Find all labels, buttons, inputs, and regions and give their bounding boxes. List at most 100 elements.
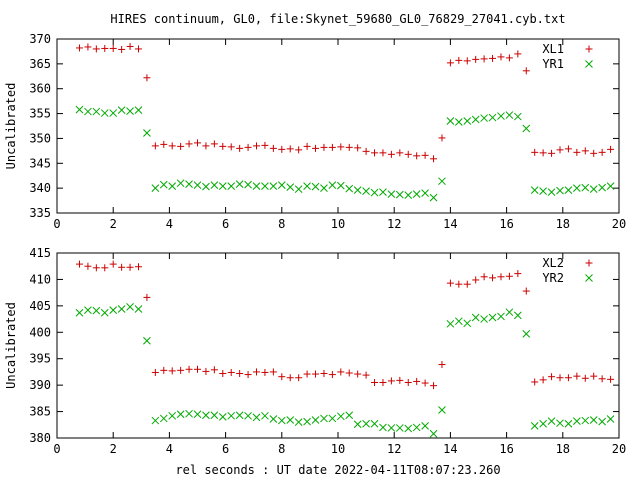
data-point bbox=[556, 419, 564, 428]
data-point bbox=[438, 134, 446, 142]
data-point bbox=[488, 313, 497, 322]
data-point bbox=[143, 74, 151, 82]
data-point bbox=[151, 184, 160, 192]
data-point bbox=[75, 44, 83, 52]
data-point bbox=[84, 107, 92, 116]
x-tick-label: 6 bbox=[222, 217, 229, 231]
data-point bbox=[303, 142, 311, 150]
data-point bbox=[193, 410, 202, 419]
data-point bbox=[539, 187, 547, 195]
data-point bbox=[598, 375, 606, 383]
data-point bbox=[303, 370, 311, 378]
data-point bbox=[337, 143, 345, 151]
data-point bbox=[412, 423, 421, 432]
data-point bbox=[109, 260, 117, 268]
data-point bbox=[581, 416, 590, 425]
data-point bbox=[404, 191, 413, 199]
data-point bbox=[548, 373, 556, 381]
data-point bbox=[261, 182, 269, 191]
data-point bbox=[117, 305, 126, 313]
data-point bbox=[522, 67, 530, 75]
data-point bbox=[328, 414, 337, 423]
data-point bbox=[513, 311, 522, 320]
data-point bbox=[471, 115, 480, 124]
data-point bbox=[429, 429, 438, 438]
x-tick-label: 2 bbox=[110, 442, 117, 456]
data-point bbox=[345, 143, 353, 151]
data-point bbox=[429, 193, 438, 202]
x-tick-label: 10 bbox=[331, 217, 345, 231]
data-point bbox=[295, 374, 303, 382]
data-point bbox=[194, 365, 201, 373]
data-point bbox=[269, 415, 278, 423]
data-point bbox=[497, 53, 505, 61]
data-point bbox=[134, 106, 143, 114]
data-point bbox=[430, 382, 438, 390]
data-point bbox=[185, 140, 193, 148]
data-point bbox=[421, 379, 429, 387]
series-yr1 bbox=[75, 105, 615, 202]
data-point bbox=[336, 181, 345, 190]
x-tick-label: 6 bbox=[222, 442, 229, 456]
data-point bbox=[371, 149, 379, 157]
data-point bbox=[598, 417, 606, 426]
data-point bbox=[278, 145, 286, 153]
x-tick-label: 12 bbox=[387, 217, 401, 231]
data-point bbox=[573, 372, 581, 380]
data-point bbox=[480, 315, 488, 323]
x-tick-label: 0 bbox=[53, 442, 60, 456]
data-point bbox=[210, 181, 219, 190]
x-tick-label: 18 bbox=[556, 442, 570, 456]
data-point bbox=[151, 368, 159, 376]
data-point bbox=[446, 279, 454, 287]
data-point bbox=[126, 42, 134, 50]
data-point bbox=[126, 263, 134, 271]
x-tick-label: 16 bbox=[499, 442, 513, 456]
x-tick-label: 12 bbox=[387, 442, 401, 456]
data-point bbox=[185, 180, 193, 189]
data-point bbox=[109, 109, 118, 117]
data-point bbox=[177, 366, 185, 374]
data-point bbox=[269, 368, 277, 376]
x-tick-label: 14 bbox=[443, 442, 457, 456]
x-tick-label: 4 bbox=[166, 442, 173, 456]
data-point bbox=[345, 184, 354, 193]
data-point bbox=[311, 416, 320, 424]
data-point bbox=[84, 306, 92, 314]
data-point bbox=[539, 376, 547, 384]
data-point bbox=[556, 186, 564, 195]
data-point bbox=[572, 417, 581, 425]
data-point bbox=[370, 419, 379, 428]
data-point bbox=[353, 186, 362, 194]
data-point bbox=[126, 107, 134, 115]
x-tick-label: 8 bbox=[278, 217, 285, 231]
y-tick-label: 350 bbox=[29, 131, 51, 145]
data-point bbox=[218, 413, 227, 421]
data-point bbox=[489, 54, 497, 62]
data-point bbox=[547, 188, 556, 196]
data-point bbox=[362, 147, 370, 155]
legend-label: XL1 bbox=[542, 42, 564, 56]
data-point bbox=[75, 105, 84, 114]
data-point bbox=[413, 377, 421, 385]
data-point bbox=[244, 180, 252, 189]
y-tick-label: 400 bbox=[29, 325, 51, 339]
data-point bbox=[210, 366, 218, 374]
data-point bbox=[328, 371, 336, 379]
data-point bbox=[202, 142, 210, 150]
data-point bbox=[606, 415, 615, 423]
data-point bbox=[607, 145, 615, 153]
data-point bbox=[227, 368, 235, 376]
data-point bbox=[269, 144, 277, 152]
data-point bbox=[539, 419, 547, 428]
chart-panels: 335 340 345 350 355 360 365 370 0 2 4 6 8 10 12 14 16 18 2… bbox=[4, 32, 626, 456]
data-point bbox=[320, 143, 328, 151]
data-point bbox=[412, 190, 421, 198]
data-point bbox=[160, 140, 168, 148]
x-axis-label: rel seconds : UT date 2022-04-11T08:07:2… bbox=[175, 463, 500, 477]
data-point bbox=[430, 155, 438, 163]
data-point bbox=[446, 117, 455, 125]
data-point bbox=[530, 421, 539, 430]
x-tick-label: 2 bbox=[110, 217, 117, 231]
data-point bbox=[387, 150, 395, 158]
